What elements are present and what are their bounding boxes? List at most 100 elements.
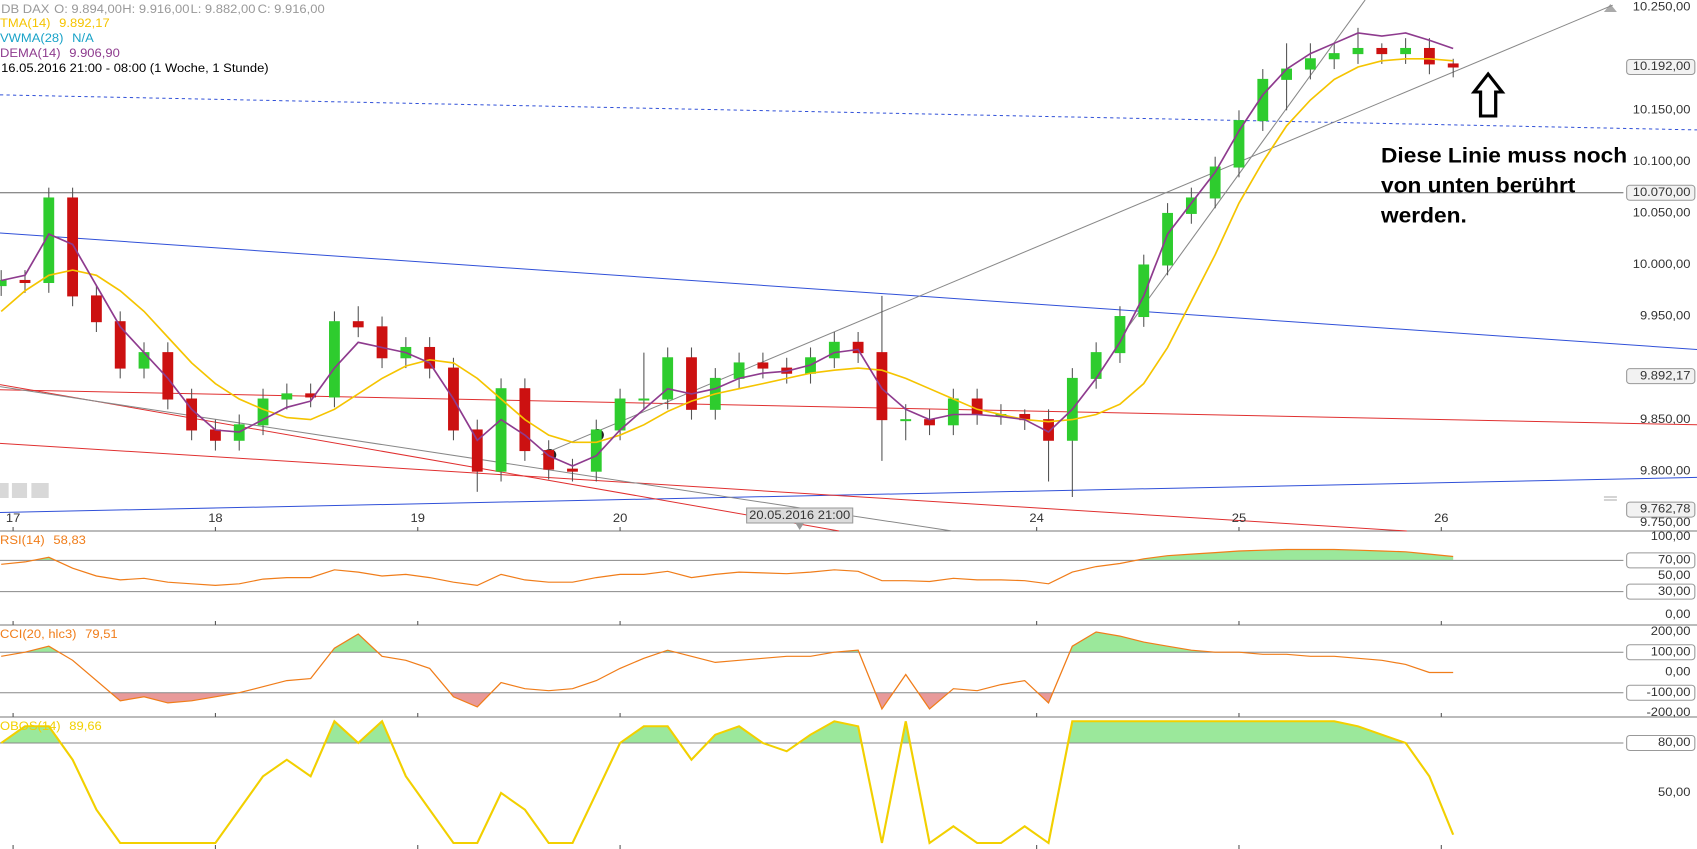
y-tick-label: 10.150,00: [1633, 103, 1691, 116]
indicator-legend: OBOS(14) 89,66: [0, 720, 102, 733]
period-label: 16.05.2016 21:00 - 08:00 (1 Woche, 1 Stu…: [1, 62, 269, 75]
y-tick-label: 0,00: [1665, 608, 1690, 621]
quote-value: H: 9.916,00: [122, 3, 189, 16]
candle-body: [686, 357, 697, 410]
price-tag: 100,00: [1651, 645, 1691, 658]
indicator-legend: TMA(14) 9.892,17: [0, 17, 110, 30]
annotation: von unten berührt: [1381, 173, 1576, 197]
x-tick-label: 19: [411, 512, 425, 525]
x-tick-label: 24: [1029, 512, 1043, 525]
price-tag-box: [1626, 501, 1696, 518]
candle-body: [1352, 47, 1364, 55]
oversold-fill: [1, 692, 1454, 709]
toolbar: [0, 483, 49, 498]
y-tick-label: 50,00: [1658, 569, 1691, 582]
x-tick-label: 20: [613, 512, 627, 525]
crosshair-pointer: [795, 523, 805, 530]
price-tag: 80,00: [1658, 736, 1691, 749]
price-tag-box: [1626, 184, 1696, 201]
indicator-value: 9.892,17: [59, 17, 110, 30]
candle-body: [1400, 47, 1412, 55]
trend-line: [0, 442, 1407, 532]
candle-body: [424, 346, 436, 369]
indicator-name: DEMA(14): [0, 47, 61, 60]
candle-body: [19, 279, 31, 284]
candle-body: [138, 352, 150, 369]
candle-body: [1304, 58, 1316, 70]
price-tag-box: [1626, 644, 1696, 661]
candle-body: [1257, 78, 1269, 122]
price-tag-box: [1626, 684, 1696, 701]
y-tick-label: 10.050,00: [1633, 206, 1691, 219]
candle-body: [329, 321, 340, 398]
candle-body: [90, 295, 102, 323]
x-tick-label: 17: [6, 512, 20, 525]
y-tick-label: 10.250,00: [1633, 0, 1691, 13]
indicator-legend: RSI(14) 58,83: [0, 534, 86, 547]
scroll-handle[interactable]: [1603, 496, 1617, 501]
annotation: werden.: [1380, 203, 1467, 227]
price-tag: 10.070,00: [1633, 185, 1691, 198]
candle-body: [67, 197, 79, 297]
candle-body: [733, 362, 745, 379]
price-tag: 30,00: [1658, 584, 1691, 597]
indicator-legend: DEMA(14) 9.906,90: [0, 47, 120, 60]
price-tag: 70,00: [1658, 553, 1691, 566]
candle-body: [210, 429, 221, 441]
tool-button[interactable]: [31, 483, 49, 498]
candle-body: [662, 357, 674, 400]
candle-body: [495, 388, 507, 472]
annotation: Diese Linie muss noch: [1381, 143, 1627, 167]
price-tag-box: [1626, 552, 1696, 569]
candle-body: [1138, 264, 1150, 318]
price-tag-box: [1626, 735, 1696, 751]
indicator-name: OBOS(14): [0, 720, 61, 733]
scroll-up[interactable]: [1603, 4, 1617, 12]
y-tick-label: 9.800,00: [1640, 464, 1691, 477]
indicator-line: [0, 32, 1454, 467]
price-tag-box: [1626, 59, 1696, 76]
y-tick-label: 9.950,00: [1640, 309, 1691, 322]
tool-button[interactable]: [0, 483, 9, 498]
candle-body: [376, 326, 388, 359]
trend-line: [0, 476, 1697, 513]
candle-body: [1209, 166, 1221, 199]
annotation-arrow: [1470, 71, 1506, 118]
tool-button[interactable]: [11, 483, 28, 498]
y-tick-label: 0,00: [1665, 665, 1690, 678]
indicator-value: 79,51: [85, 628, 118, 641]
candle-body: [281, 393, 293, 400]
price-tag: 9.762,78: [1640, 502, 1691, 515]
candle-body: [971, 398, 983, 415]
indicator-value: 9.906,90: [69, 47, 120, 60]
candle-body: [543, 450, 555, 470]
candle-body: [352, 321, 364, 328]
y-tick-label: 50,00: [1658, 786, 1691, 799]
overbought-fill: [24, 632, 1240, 653]
y-tick-label: 200,00: [1651, 625, 1691, 638]
candle-body: [638, 398, 650, 401]
indicator-legend: CCI(20, hlc3) 79,51: [0, 628, 118, 641]
candle-body: [1281, 68, 1292, 80]
indicator-name: TMA(14): [0, 17, 51, 30]
price-tag-box: [1626, 583, 1696, 600]
price-tag: 10.192,00: [1633, 60, 1691, 73]
candle-body: [1376, 47, 1388, 55]
indicator-line: [1, 548, 1454, 587]
candle-body: [567, 468, 578, 472]
candle-body: [1423, 47, 1435, 65]
trend-line: [0, 384, 840, 532]
candle-body: [590, 429, 602, 472]
trend-line: [0, 389, 1697, 426]
candle-body: [1185, 197, 1197, 214]
candle-body: [162, 352, 174, 400]
price-tag-box: [1626, 368, 1696, 385]
overbought-fill: [1, 549, 1454, 561]
overbought-fill: [1, 721, 1454, 743]
candle-body: [828, 341, 840, 359]
indicator-name: VWMA(28): [0, 32, 63, 45]
trend-line: [0, 232, 1697, 351]
candle-body: [614, 398, 626, 431]
price-tag: 9.892,17: [1640, 369, 1691, 382]
